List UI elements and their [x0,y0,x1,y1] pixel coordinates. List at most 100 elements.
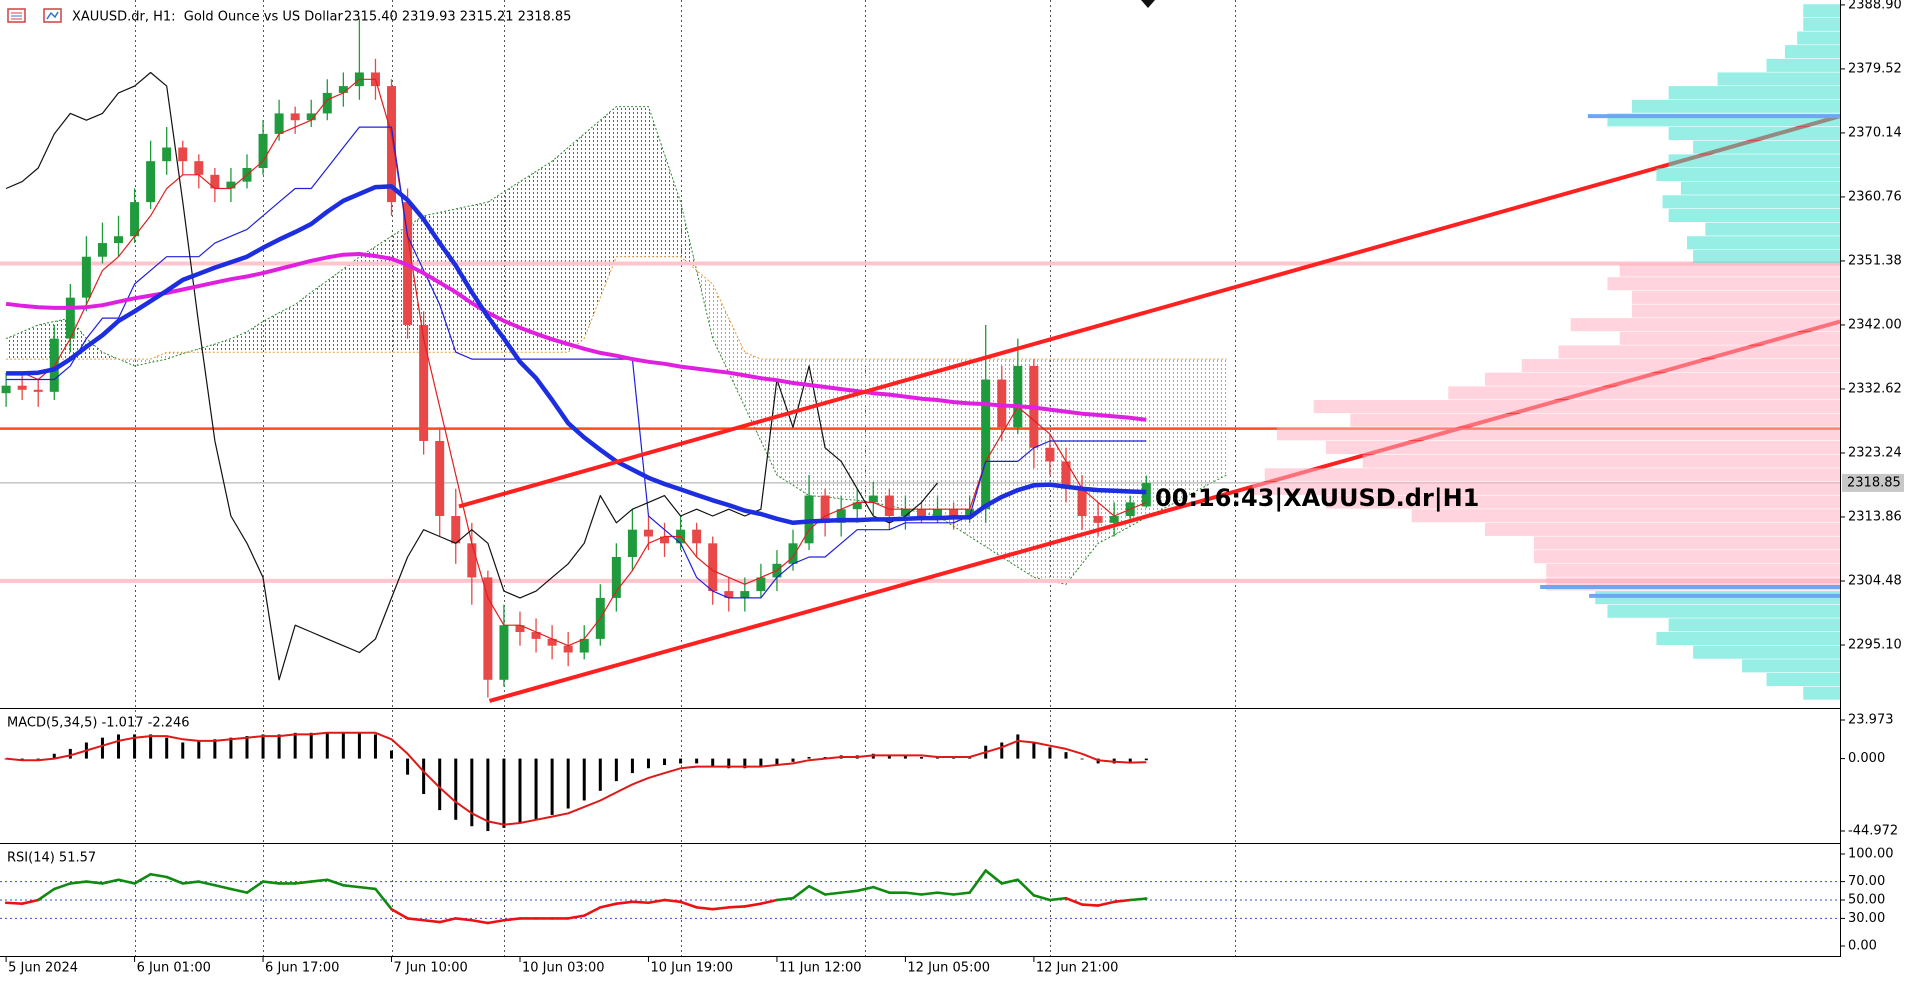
profile-bar [1521,359,1840,373]
macd-bar [903,755,907,759]
profile-bar [1631,304,1840,318]
cloud-span-a [5,106,1227,585]
cloud-segment [6,331,23,360]
macd-bar [663,758,667,766]
macd-bar [470,758,474,827]
indicator-line [5,71,938,681]
candle-body [820,495,830,523]
candle-body [515,625,525,633]
profile-bar [1252,481,1840,495]
price-label: 2318.85 [1847,475,1901,490]
candle-body [194,161,204,175]
candle-body [1077,488,1087,517]
cloud-segment [1098,359,1115,544]
indicator-line [6,126,1147,599]
profile-bar [1693,645,1840,659]
macd-bar [357,732,361,759]
profile-bar [1766,672,1840,687]
macd-bar [181,742,185,759]
macd-title: MACD(5,34,5) -1.017 -2.246 [7,716,190,731]
x-tick-label: 10 Jun 03:00 [522,961,605,976]
macd-bar [646,758,650,769]
candle-body [1061,461,1071,489]
x-tick-label: 10 Jun 19:00 [650,961,733,976]
profile-highlight [1587,114,1840,119]
macd-bar [727,758,731,769]
cloud-segment [295,292,312,353]
candle-body [708,543,718,592]
profile-bar [1607,277,1840,291]
candle-body [916,509,926,517]
cloud-segment [648,106,665,257]
cloud-segment [793,359,810,496]
candle-body [130,202,140,237]
rsi-segment [245,880,265,894]
y-tick-label: 70.00 [1848,874,1885,889]
profile-bar [1693,140,1840,154]
profile-bar [1693,249,1840,263]
candle-body [65,297,75,339]
profile-bar [1668,154,1840,168]
x-tick-label: 12 Jun 21:00 [1036,961,1119,976]
macd-bar [1016,734,1020,759]
y-tick-label: 2295.10 [1848,638,1902,653]
macd-bar [197,740,201,759]
cloud-segment [857,359,874,503]
rsi-segment [839,889,859,894]
rsi-segment [181,880,201,885]
candle-body [306,113,316,121]
macd-bar [454,758,458,820]
rsi-segment [711,906,731,911]
rsi-segment [406,917,425,922]
macd-bar [390,750,394,759]
macd-bar [133,734,137,759]
header: XAUUSD.dr, H1: Gold Ounce vs US Dollar 2… [7,8,571,866]
y-tick-label: 2379.52 [1848,61,1902,76]
cloud-segment [1066,359,1083,585]
profile-bar [1742,659,1840,673]
y-tick-label: 23.973 [1848,713,1894,728]
y-tick-label: 50.00 [1848,893,1885,908]
rsi-segment [117,878,136,885]
y-tick-label: 2388.90 [1848,0,1902,12]
cloud-segment [471,202,488,353]
candle-body [531,632,541,639]
macd-bar [261,734,265,759]
rsi-segment [1096,900,1116,907]
macd-bar [52,753,56,759]
candle-body [146,161,156,203]
cloud-segment [873,359,890,506]
rsi-segment [309,878,329,883]
countdown: 00:16:43|XAUUSD.dr|H1 [1155,484,1479,512]
rsi-segment [1112,898,1132,904]
cloud-segment [246,321,264,353]
profile-bar [1631,290,1840,304]
macd-bar [406,758,410,775]
macd-bar [887,755,891,759]
cloud-segment [487,191,504,353]
rsi-segment [213,883,233,891]
macd-bar [325,732,329,759]
macd-bar [518,758,522,823]
candle-body [627,529,637,557]
macd-bar [309,732,313,759]
cloud-segment [937,359,954,527]
cloud-segment [150,352,167,363]
x-tick-label: 7 Jun 10:00 [394,961,468,976]
profile-bar [1668,127,1840,141]
y-tick-label: 100.00 [1848,847,1894,862]
rsi-segment [631,900,650,905]
x-tick-label: 12 Jun 05:00 [907,961,990,976]
macd-bar [807,756,811,759]
cloud-segment [552,147,569,353]
macd-bar [422,758,426,795]
cloud-segment [776,359,794,486]
rsi-segment [374,887,393,911]
macd-bar [534,758,538,820]
cloud-segment [712,284,729,373]
cloud-segment [632,106,649,257]
rsi-segment [1064,896,1084,906]
